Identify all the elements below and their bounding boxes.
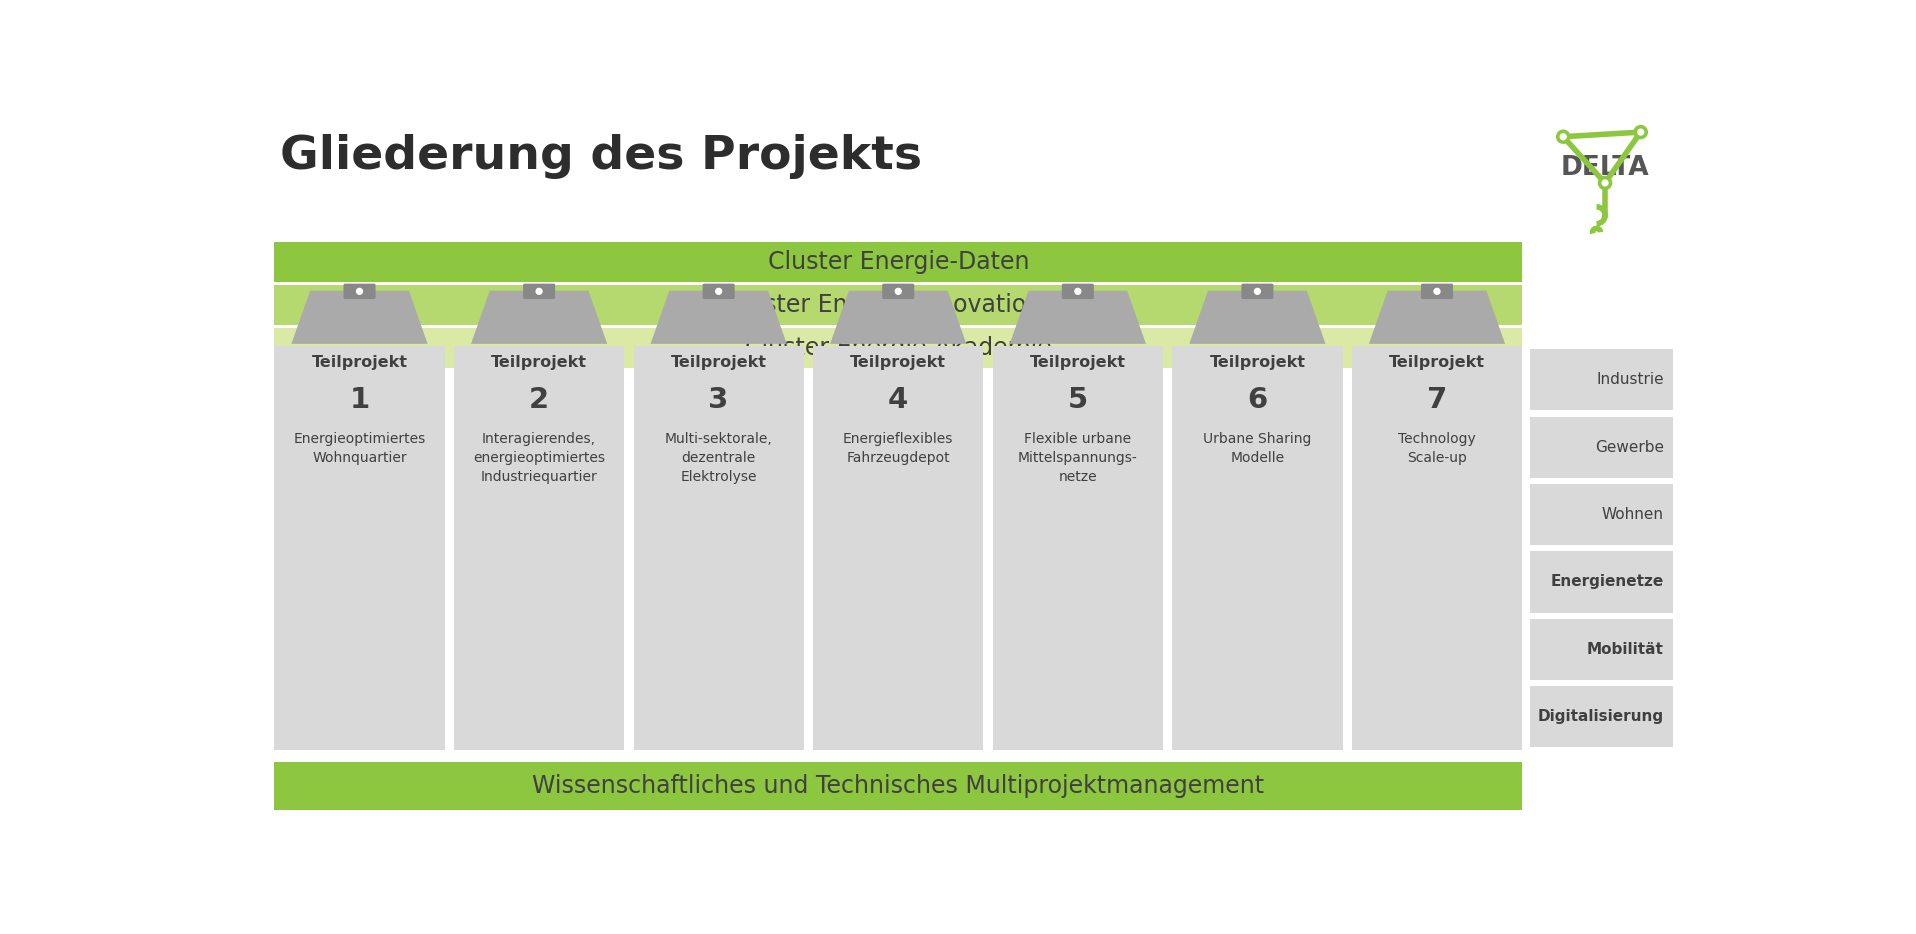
Text: Teilprojekt: Teilprojekt (312, 356, 408, 371)
Polygon shape (471, 290, 607, 344)
FancyBboxPatch shape (1422, 284, 1452, 299)
Text: 7: 7 (1427, 386, 1447, 414)
Text: Cluster Energie-Akademie: Cluster Energie-Akademie (745, 336, 1052, 361)
Circle shape (895, 289, 901, 294)
Circle shape (1075, 289, 1081, 294)
FancyBboxPatch shape (703, 284, 734, 299)
Text: Teilprojekt: Teilprojekt (1389, 356, 1485, 371)
FancyBboxPatch shape (523, 284, 556, 299)
FancyBboxPatch shape (1061, 284, 1094, 299)
Polygon shape (651, 290, 787, 344)
Text: DELTA: DELTA (1562, 154, 1650, 180)
FancyBboxPatch shape (1529, 417, 1673, 478)
Text: Technology
Scale-up: Technology Scale-up (1399, 432, 1475, 465)
FancyBboxPatch shape (274, 329, 1521, 369)
Text: Mobilität: Mobilität (1586, 642, 1663, 657)
Text: Teilprojekt: Teilprojekt (1029, 356, 1127, 371)
FancyBboxPatch shape (343, 284, 376, 299)
Circle shape (1255, 289, 1261, 294)
Polygon shape (1190, 290, 1326, 344)
Text: Wohnen: Wohnen (1602, 507, 1663, 522)
FancyBboxPatch shape (1353, 347, 1521, 750)
FancyBboxPatch shape (634, 347, 805, 750)
FancyBboxPatch shape (274, 347, 445, 750)
Text: Energieoptimiertes
Wohnquartier: Energieoptimiertes Wohnquartier (293, 432, 425, 465)
FancyBboxPatch shape (1529, 686, 1673, 747)
Polygon shape (1010, 290, 1146, 344)
FancyBboxPatch shape (1173, 347, 1343, 750)
FancyBboxPatch shape (1529, 349, 1673, 410)
Circle shape (1634, 125, 1648, 138)
Text: Wissenschaftliches und Technisches Multiprojektmanagement: Wissenschaftliches und Technisches Multi… (533, 774, 1265, 798)
Text: Gliederung des Projekts: Gliederung des Projekts (280, 134, 922, 179)
FancyBboxPatch shape (1529, 618, 1673, 680)
Circle shape (1598, 177, 1611, 190)
Circle shape (536, 289, 542, 294)
Text: Teilprojekt: Teilprojekt (671, 356, 766, 371)
Text: Teilprojekt: Teilprojekt (490, 356, 586, 371)
FancyBboxPatch shape (274, 285, 1521, 325)
Text: 3: 3 (709, 386, 728, 414)
Text: Energieflexibles
Fahrzeugdepot: Energieflexibles Fahrzeugdepot (843, 432, 954, 465)
FancyBboxPatch shape (881, 284, 914, 299)
Circle shape (1638, 129, 1644, 135)
Text: Teilprojekt: Teilprojekt (1209, 356, 1305, 371)
Text: 6: 6 (1247, 386, 1268, 414)
FancyBboxPatch shape (274, 242, 1521, 282)
Text: Teilprojekt: Teilprojekt (851, 356, 947, 371)
Text: 2: 2 (529, 386, 550, 414)
FancyBboxPatch shape (1529, 484, 1673, 545)
Text: 4: 4 (889, 386, 908, 414)
Text: Industrie: Industrie (1596, 373, 1663, 388)
Text: Multi-sektorale,
dezentrale
Elektrolyse: Multi-sektorale, dezentrale Elektrolyse (665, 432, 772, 485)
Text: 1: 1 (349, 386, 370, 414)
FancyBboxPatch shape (274, 762, 1521, 810)
Text: Cluster Energie-Daten: Cluster Energie-Daten (768, 250, 1029, 275)
Text: Digitalisierung: Digitalisierung (1539, 709, 1663, 724)
Text: Urbane Sharing
Modelle: Urbane Sharing Modelle (1203, 432, 1312, 465)
FancyBboxPatch shape (1242, 284, 1274, 299)
FancyBboxPatch shape (1529, 551, 1673, 613)
Text: Interagierendes,
energieoptimiertes
Industriequartier: Interagierendes, energieoptimiertes Indu… (473, 432, 605, 485)
Text: Gewerbe: Gewerbe (1594, 440, 1663, 455)
Circle shape (717, 289, 722, 294)
FancyBboxPatch shape (454, 347, 625, 750)
Polygon shape (291, 290, 427, 344)
Circle shape (1556, 130, 1569, 143)
Text: Energienetze: Energienetze (1550, 574, 1663, 589)
Text: 5: 5 (1067, 386, 1088, 414)
FancyBboxPatch shape (992, 347, 1163, 750)
Circle shape (1560, 134, 1565, 140)
Circle shape (356, 289, 362, 294)
Polygon shape (1368, 290, 1506, 344)
FancyBboxPatch shape (812, 347, 983, 750)
Circle shape (1433, 289, 1441, 294)
Circle shape (1602, 180, 1608, 186)
Text: Cluster Energie-Innovationen: Cluster Energie-Innovationen (726, 293, 1071, 318)
Polygon shape (830, 290, 966, 344)
Text: Flexible urbane
Mittelspannungs-
netze: Flexible urbane Mittelspannungs- netze (1017, 432, 1138, 485)
